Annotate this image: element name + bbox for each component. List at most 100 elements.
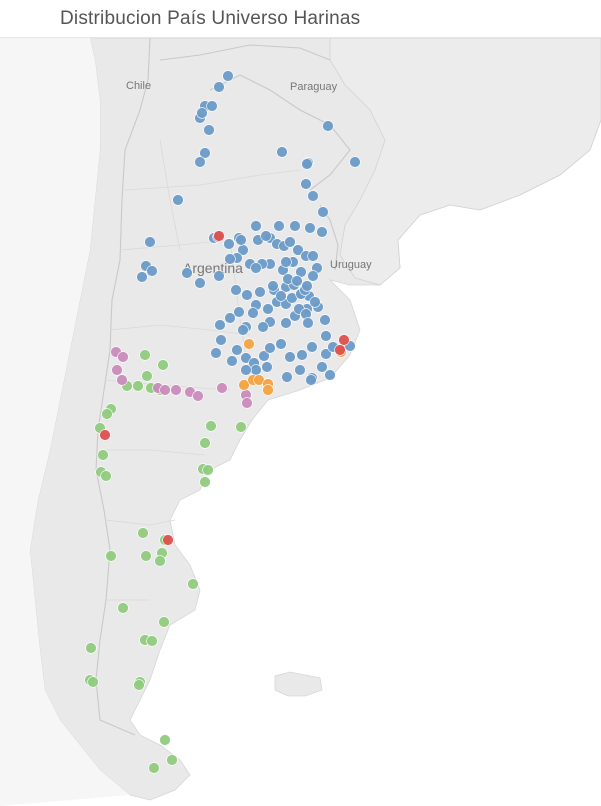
location-marker-green[interactable] — [158, 616, 170, 628]
location-marker-green[interactable] — [235, 421, 247, 433]
location-marker-blue[interactable] — [275, 338, 287, 350]
location-marker-red[interactable] — [213, 230, 225, 242]
location-marker-green[interactable] — [141, 370, 153, 382]
location-marker-blue[interactable] — [194, 277, 206, 289]
location-marker-blue[interactable] — [257, 321, 269, 333]
location-marker-pink[interactable] — [111, 364, 123, 376]
location-marker-blue[interactable] — [304, 222, 316, 234]
location-marker-green[interactable] — [133, 679, 145, 691]
location-marker-blue[interactable] — [280, 317, 292, 329]
location-marker-blue[interactable] — [199, 147, 211, 159]
location-marker-blue[interactable] — [250, 364, 262, 376]
location-marker-blue[interactable] — [302, 317, 314, 329]
location-marker-blue[interactable] — [181, 267, 193, 279]
location-marker-blue[interactable] — [301, 280, 313, 292]
location-marker-blue[interactable] — [247, 307, 259, 319]
location-marker-blue[interactable] — [273, 220, 285, 232]
location-marker-green[interactable] — [205, 420, 217, 432]
location-marker-blue[interactable] — [144, 236, 156, 248]
location-marker-pink[interactable] — [216, 382, 228, 394]
location-marker-blue[interactable] — [320, 330, 332, 342]
location-marker-red[interactable] — [338, 334, 350, 346]
location-marker-green[interactable] — [105, 550, 117, 562]
location-marker-blue[interactable] — [260, 230, 272, 242]
location-marker-blue[interactable] — [226, 355, 238, 367]
location-marker-blue[interactable] — [309, 296, 321, 308]
location-marker-blue[interactable] — [301, 158, 313, 170]
location-marker-blue[interactable] — [146, 265, 158, 277]
location-marker-green[interactable] — [85, 642, 97, 654]
location-marker-blue[interactable] — [222, 70, 234, 82]
location-marker-green[interactable] — [154, 555, 166, 567]
location-marker-blue[interactable] — [206, 100, 218, 112]
location-marker-blue[interactable] — [317, 206, 329, 218]
location-marker-blue[interactable] — [300, 178, 312, 190]
location-marker-red[interactable] — [99, 429, 111, 441]
location-marker-blue[interactable] — [316, 226, 328, 238]
location-marker-red[interactable] — [162, 534, 174, 546]
location-marker-blue[interactable] — [240, 364, 252, 376]
location-marker-green[interactable] — [148, 762, 160, 774]
location-marker-green[interactable] — [199, 437, 211, 449]
location-marker-blue[interactable] — [319, 314, 331, 326]
location-marker-blue[interactable] — [235, 234, 247, 246]
location-marker-green[interactable] — [159, 734, 171, 746]
location-marker-green[interactable] — [97, 449, 109, 461]
location-marker-blue[interactable] — [291, 275, 303, 287]
location-marker-blue[interactable] — [264, 342, 276, 354]
location-marker-blue[interactable] — [324, 369, 336, 381]
location-marker-green[interactable] — [140, 550, 152, 562]
location-marker-blue[interactable] — [136, 271, 148, 283]
location-marker-blue[interactable] — [194, 156, 206, 168]
location-marker-blue[interactable] — [322, 120, 334, 132]
location-marker-blue[interactable] — [306, 341, 318, 353]
location-marker-blue[interactable] — [307, 270, 319, 282]
location-marker-pink[interactable] — [116, 374, 128, 386]
location-marker-blue[interactable] — [233, 306, 245, 318]
location-marker-green[interactable] — [117, 602, 129, 614]
location-marker-blue[interactable] — [289, 220, 301, 232]
location-marker-green[interactable] — [101, 408, 113, 420]
location-marker-pink[interactable] — [241, 397, 253, 409]
location-marker-blue[interactable] — [349, 156, 361, 168]
location-marker-green[interactable] — [137, 527, 149, 539]
location-marker-green[interactable] — [146, 635, 158, 647]
location-marker-blue[interactable] — [196, 107, 208, 119]
location-marker-green[interactable] — [202, 464, 214, 476]
location-marker-green[interactable] — [187, 578, 199, 590]
location-marker-green[interactable] — [166, 754, 178, 766]
location-marker-blue[interactable] — [230, 284, 242, 296]
location-marker-blue[interactable] — [210, 347, 222, 359]
location-marker-blue[interactable] — [241, 289, 253, 301]
location-marker-blue[interactable] — [294, 364, 306, 376]
map-canvas[interactable]: Chile Paraguay Argentina Uruguay — [0, 38, 601, 806]
location-marker-pink[interactable] — [159, 384, 171, 396]
location-marker-blue[interactable] — [224, 312, 236, 324]
location-marker-blue[interactable] — [276, 146, 288, 158]
location-marker-blue[interactable] — [250, 262, 262, 274]
location-marker-blue[interactable] — [215, 334, 227, 346]
location-marker-green[interactable] — [100, 470, 112, 482]
location-marker-blue[interactable] — [307, 250, 319, 262]
location-marker-blue[interactable] — [261, 361, 273, 373]
location-marker-orange[interactable] — [238, 379, 250, 391]
location-marker-blue[interactable] — [250, 220, 262, 232]
location-marker-blue[interactable] — [316, 361, 328, 373]
location-marker-blue[interactable] — [254, 286, 266, 298]
location-marker-blue[interactable] — [275, 290, 287, 302]
location-marker-blue[interactable] — [213, 81, 225, 93]
location-marker-blue[interactable] — [320, 348, 332, 360]
location-marker-pink[interactable] — [117, 351, 129, 363]
location-marker-blue[interactable] — [262, 303, 274, 315]
location-marker-red[interactable] — [334, 344, 346, 356]
location-marker-pink[interactable] — [170, 384, 182, 396]
location-marker-blue[interactable] — [237, 324, 249, 336]
location-marker-green[interactable] — [87, 676, 99, 688]
location-marker-orange[interactable] — [262, 384, 274, 396]
location-marker-green[interactable] — [157, 359, 169, 371]
location-marker-blue[interactable] — [284, 351, 296, 363]
location-marker-blue[interactable] — [258, 350, 270, 362]
location-marker-pink[interactable] — [192, 390, 204, 402]
location-marker-blue[interactable] — [203, 124, 215, 136]
location-marker-blue[interactable] — [280, 256, 292, 268]
